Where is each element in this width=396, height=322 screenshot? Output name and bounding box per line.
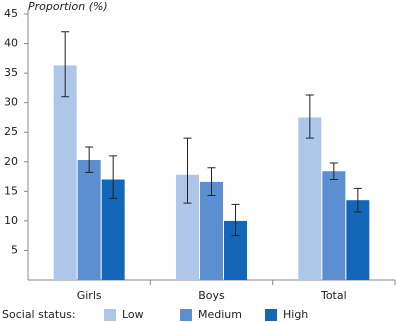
legend-swatch xyxy=(265,309,277,321)
error-bar xyxy=(109,155,118,199)
bar xyxy=(176,174,199,280)
y-axis-label: Proportion (%) xyxy=(28,0,108,13)
legend-title: Social status: xyxy=(2,308,76,321)
y-tick-label: 35 xyxy=(4,66,18,79)
y-tick-label: 15 xyxy=(4,184,18,197)
y-tick-label: 5 xyxy=(11,243,18,256)
bar xyxy=(77,160,101,280)
bar xyxy=(224,220,247,280)
error-bar xyxy=(305,94,314,139)
error-bar xyxy=(231,203,240,237)
bar xyxy=(101,179,125,280)
error-bar xyxy=(353,187,362,213)
legend-swatch xyxy=(104,309,116,321)
bar xyxy=(53,65,77,280)
y-tick-label: 30 xyxy=(4,96,18,109)
legend-swatch xyxy=(180,309,192,321)
x-tick-label: Total xyxy=(320,289,347,302)
y-tick-label: 20 xyxy=(4,155,18,168)
bar xyxy=(200,181,223,280)
error-bar xyxy=(61,31,70,98)
bar xyxy=(346,200,370,280)
bar xyxy=(322,171,346,280)
error-bar xyxy=(329,162,338,181)
x-tick-label: Boys xyxy=(198,289,225,302)
error-bar xyxy=(207,167,216,196)
legend-label: High xyxy=(283,308,308,321)
error-bar xyxy=(85,146,94,173)
legend-label: Low xyxy=(122,308,144,321)
error-bar xyxy=(183,137,192,204)
y-tick-label: 10 xyxy=(4,214,18,227)
bar xyxy=(298,117,322,280)
y-tick-label: 40 xyxy=(4,37,18,50)
y-tick-label: 45 xyxy=(4,7,18,20)
x-tick-label: Girls xyxy=(77,289,102,302)
y-tick-label: 25 xyxy=(4,125,18,138)
legend-label: Medium xyxy=(198,308,242,321)
